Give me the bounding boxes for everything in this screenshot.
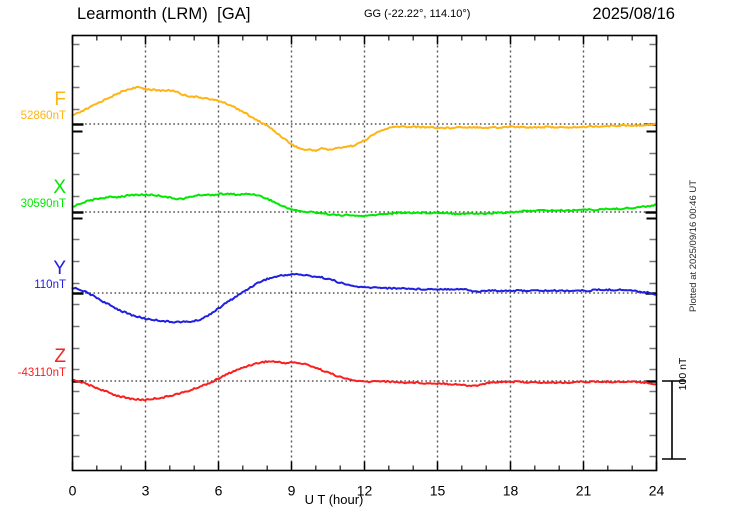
component-baseline-value-z: -43110nT xyxy=(17,366,66,379)
trace-group xyxy=(71,85,658,402)
xtick-label-0: 0 xyxy=(69,483,77,499)
plot-frame xyxy=(71,34,658,472)
station-title: Learmonth (LRM) [GA] xyxy=(77,5,251,23)
component-name-z: Z xyxy=(54,346,66,367)
component-baseline-value-f: 52860nT xyxy=(20,109,66,122)
vertical-gridlines xyxy=(144,35,585,471)
trace-Y xyxy=(71,272,658,324)
xtick-label-3: 3 xyxy=(142,483,150,499)
geographic-coordinates: GG (-22.22°, 114.10°) xyxy=(364,8,471,20)
component-label-f: F 52860nT xyxy=(0,90,66,122)
xtick-label-18: 18 xyxy=(503,483,519,499)
xtick-label-9: 9 xyxy=(288,483,296,499)
xtick-label-24: 24 xyxy=(649,483,665,499)
plotted-timestamp: Plotted at 2025/09/16 00:46 UT xyxy=(688,179,699,312)
trace-X xyxy=(71,192,658,218)
component-label-x: X 30590nT xyxy=(0,178,66,210)
component-name-y: Y xyxy=(53,258,66,279)
xtick-label-21: 21 xyxy=(576,483,592,499)
observation-date: 2025/08/16 xyxy=(592,5,675,23)
component-name-x: X xyxy=(53,177,66,198)
trace-Z xyxy=(71,360,658,402)
trace-F xyxy=(71,85,658,153)
xtick-label-15: 15 xyxy=(430,483,446,499)
x-axis-title-text: U T (hour) xyxy=(304,492,364,507)
component-baselines xyxy=(72,123,657,382)
component-name-f: F xyxy=(54,89,66,110)
component-baseline-value-x: 30590nT xyxy=(20,197,66,210)
xtick-label-12: 12 xyxy=(357,483,373,499)
component-label-z: Z -43110nT xyxy=(0,347,66,379)
component-baseline-value-y: 110nT xyxy=(34,278,66,291)
x-axis-ticks: 0 3 6 9 12 15 18 21 24 xyxy=(69,35,665,499)
x-axis-title: U T (hour) xyxy=(0,492,730,507)
component-label-y: Y 110nT xyxy=(0,259,66,291)
scale-bar-label: 100 nT xyxy=(677,357,689,391)
scale-bar xyxy=(662,380,686,460)
xtick-label-6: 6 xyxy=(215,483,223,499)
